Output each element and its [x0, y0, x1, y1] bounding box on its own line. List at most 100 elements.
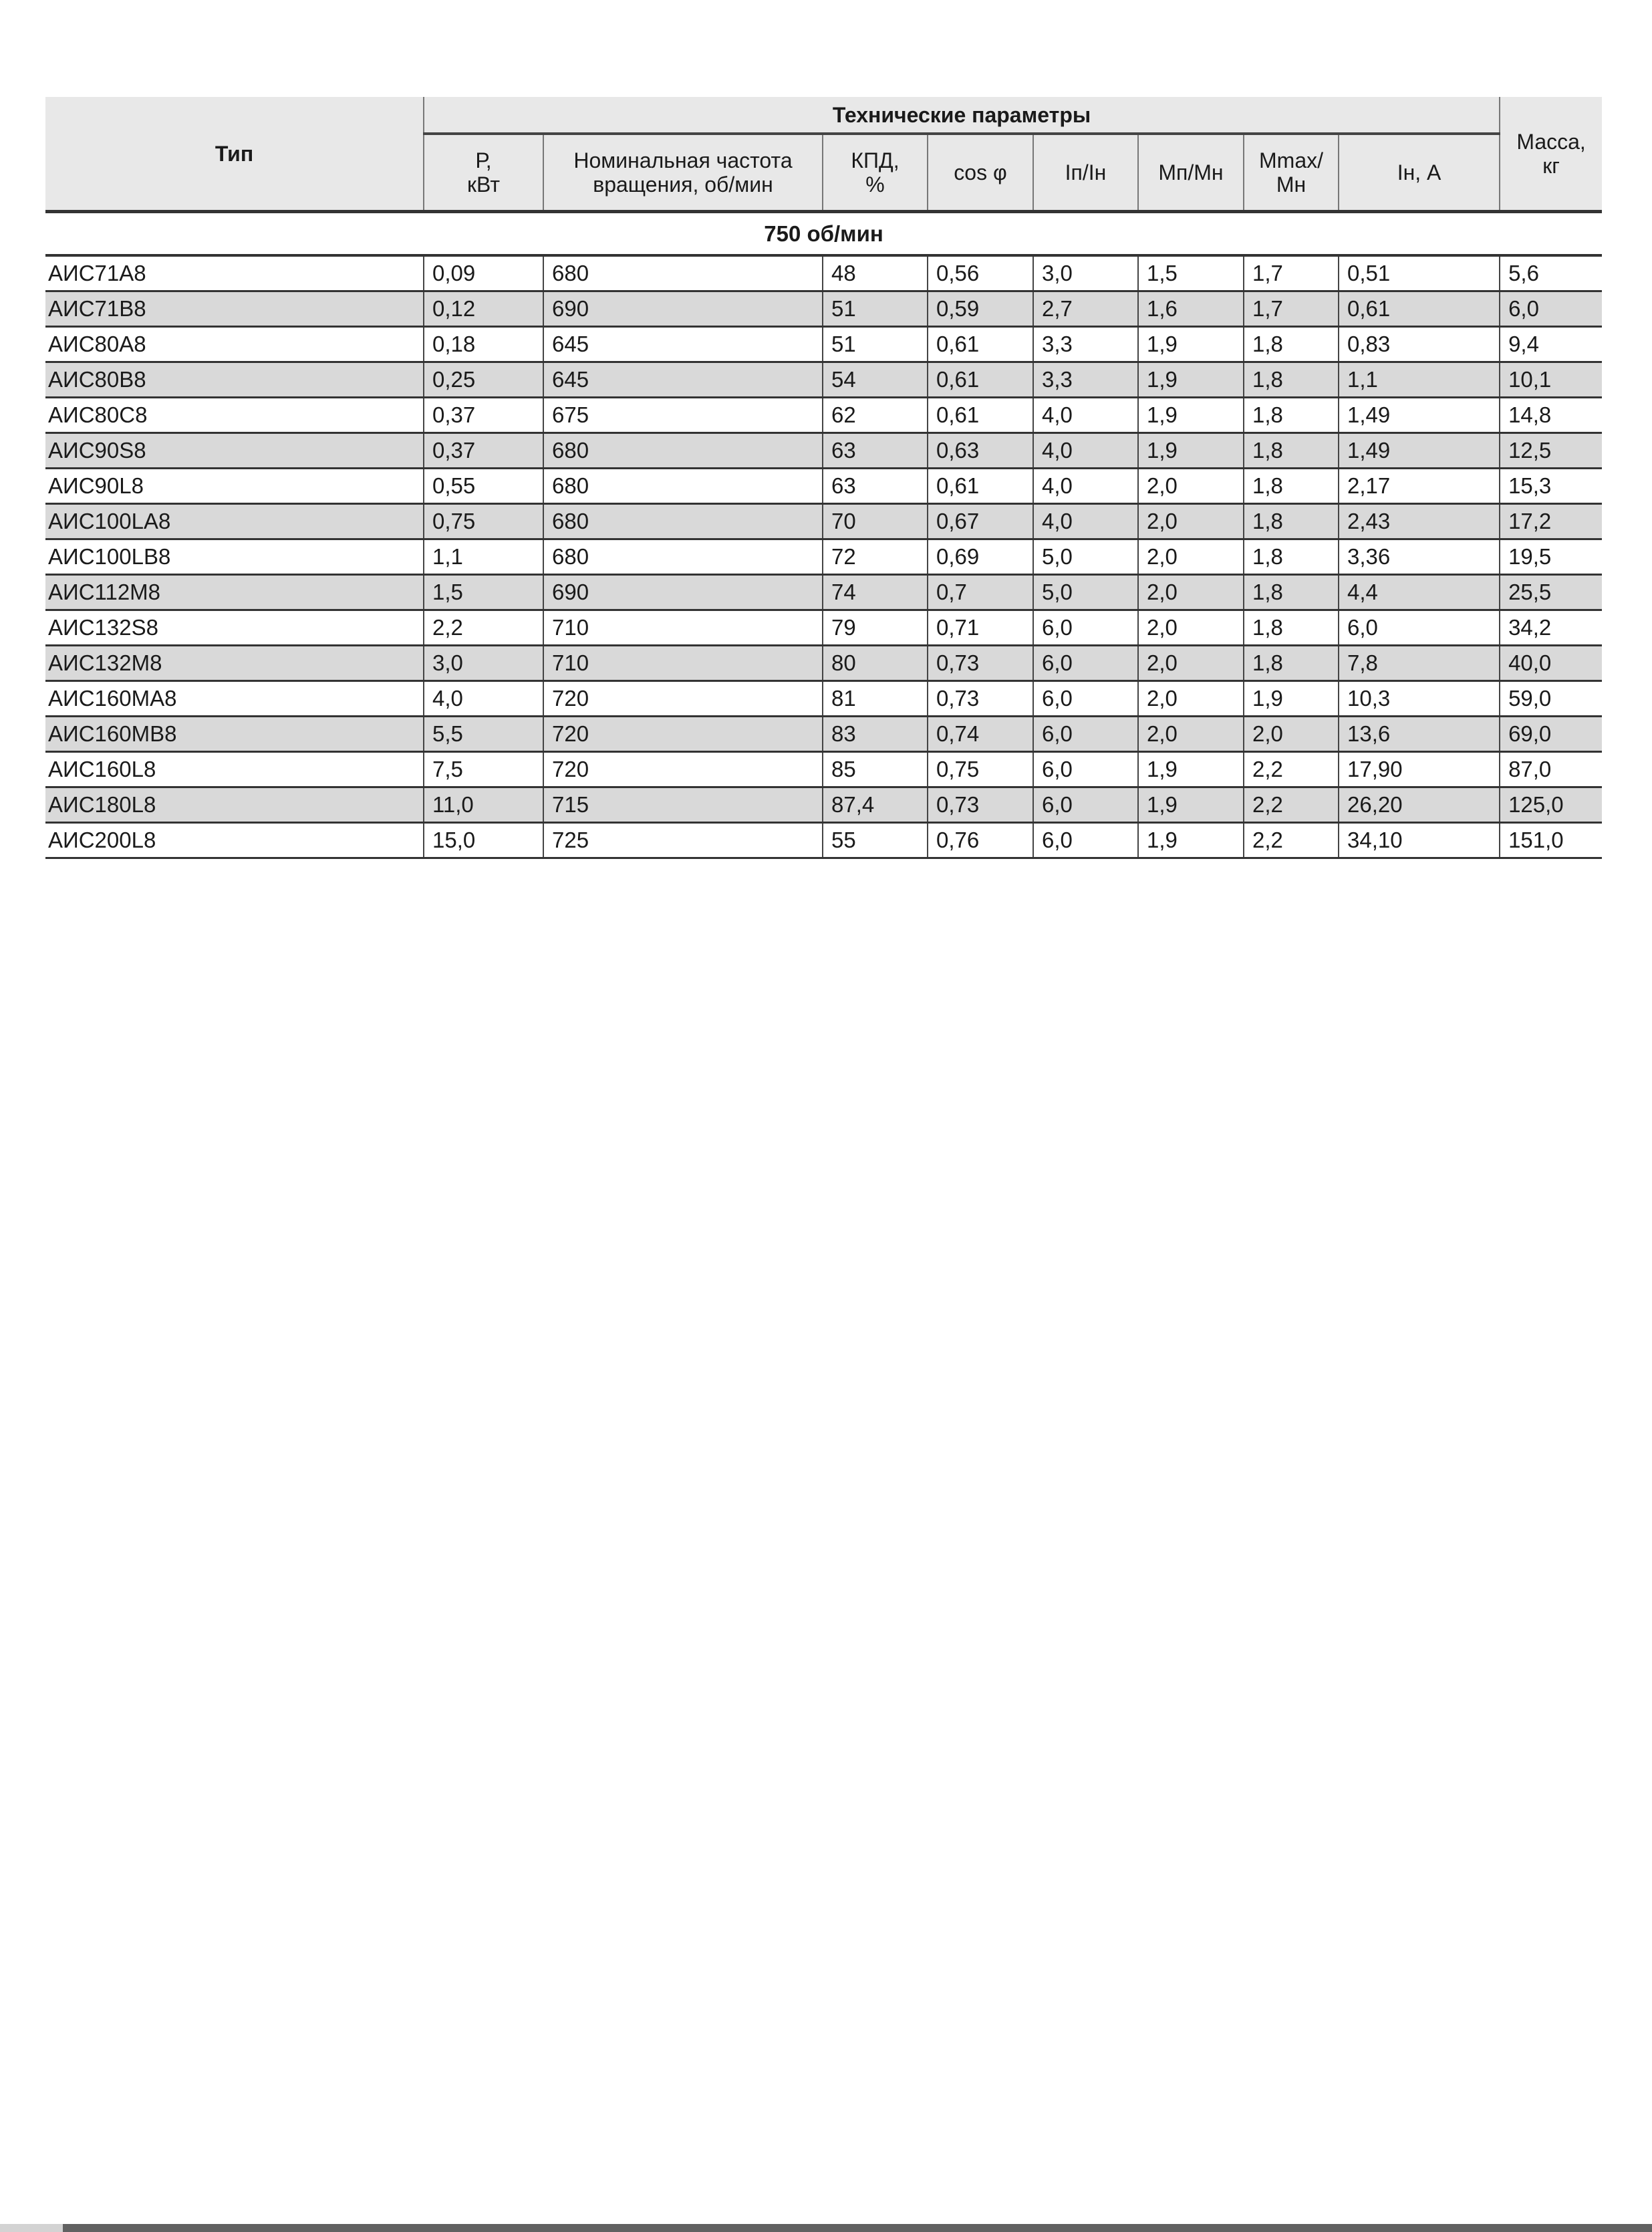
value-cell: 51	[822, 291, 928, 328]
value-cell: 710	[543, 645, 823, 682]
value-cell: 0,61	[927, 362, 1033, 398]
value-cell: 2,2	[1243, 822, 1339, 859]
value-cell: 40,0	[1499, 645, 1603, 682]
value-cell: 2,0	[1137, 574, 1244, 611]
value-cell: 7,5	[423, 751, 543, 788]
value-cell: 0,56	[927, 255, 1033, 292]
value-cell: 1,8	[1243, 326, 1339, 363]
table-row: АИС71В8 0,12 690 51 0,59 2,7 1,6 1,7 0,61 6,0	[45, 291, 1603, 328]
value-cell: 62	[822, 397, 928, 434]
value-cell: 6,0	[1032, 610, 1138, 646]
value-cell: 79	[822, 610, 928, 646]
value-cell: 0,59	[927, 291, 1033, 328]
value-cell: 680	[543, 503, 823, 540]
value-cell: 0,63	[927, 432, 1033, 469]
value-cell: 48	[822, 255, 928, 292]
motor-type-cell: АИС80С8	[45, 397, 424, 434]
motor-type-cell: АИС200L8	[45, 822, 424, 859]
value-cell: 0,75	[423, 503, 543, 540]
value-cell: 1,8	[1243, 539, 1339, 576]
value-cell: 6,0	[1032, 645, 1138, 682]
value-cell: 0,61	[927, 468, 1033, 505]
value-cell: 0,51	[1337, 255, 1500, 292]
value-cell: 4,4	[1337, 574, 1500, 611]
value-cell: 1,9	[1137, 822, 1244, 859]
value-cell: 69,0	[1499, 716, 1603, 753]
specs-table: Тип Технические параметры Масса, кг Р, к…	[45, 97, 1603, 859]
value-cell: 0,71	[927, 610, 1033, 646]
value-cell: 2,7	[1032, 291, 1138, 328]
footer-bar-dark	[63, 2224, 1652, 2232]
value-cell: 0,69	[927, 539, 1033, 576]
table-row: АИС160L8 7,5 720 85 0,75 6,0 1,9 2,2 17,90 87,0	[45, 751, 1603, 788]
value-cell: 680	[543, 432, 823, 469]
value-cell: 1,8	[1243, 468, 1339, 505]
value-cell: 63	[822, 468, 928, 505]
value-cell: 0,25	[423, 362, 543, 398]
value-cell: 12,5	[1499, 432, 1603, 469]
value-cell: 645	[543, 362, 823, 398]
header-column: Мп/Мн	[1137, 134, 1244, 212]
value-cell: 5,0	[1032, 539, 1138, 576]
value-cell: 680	[543, 539, 823, 576]
value-cell: 13,6	[1337, 716, 1500, 753]
value-cell: 9,4	[1499, 326, 1603, 363]
value-cell: 11,0	[423, 787, 543, 824]
value-cell: 3,3	[1032, 362, 1138, 398]
table-row: АИС80А8 0,18 645 51 0,61 3,3 1,9 1,8 0,83 9,4	[45, 326, 1603, 363]
header-column: КПД, %	[822, 134, 928, 212]
value-cell: 34,10	[1337, 822, 1500, 859]
value-cell: 0,12	[423, 291, 543, 328]
motor-type-cell: АИС80А8	[45, 326, 424, 363]
value-cell: 63	[822, 432, 928, 469]
value-cell: 1,9	[1137, 362, 1244, 398]
value-cell: 1,9	[1137, 751, 1244, 788]
table-row: АИС90S8 0,37 680 63 0,63 4,0 1,9 1,8 1,49 12,5	[45, 432, 1603, 469]
value-cell: 81	[822, 680, 928, 717]
motor-type-cell: АИС180L8	[45, 787, 424, 824]
value-cell: 55	[822, 822, 928, 859]
header-type: Тип	[45, 97, 424, 212]
value-cell: 17,2	[1499, 503, 1603, 540]
value-cell: 1,5	[1137, 255, 1244, 292]
table-row: АИС80В8 0,25 645 54 0,61 3,3 1,9 1,8 1,1 10,1	[45, 362, 1603, 398]
value-cell: 6,0	[1032, 716, 1138, 753]
value-cell: 125,0	[1499, 787, 1603, 824]
value-cell: 2,17	[1337, 468, 1500, 505]
value-cell: 645	[543, 326, 823, 363]
value-cell: 0,73	[927, 645, 1033, 682]
value-cell: 1,9	[1243, 680, 1339, 717]
value-cell: 5,0	[1032, 574, 1138, 611]
value-cell: 6,0	[1032, 680, 1138, 717]
value-cell: 2,0	[1137, 645, 1244, 682]
value-cell: 0,61	[927, 326, 1033, 363]
value-cell: 2,0	[1137, 716, 1244, 753]
value-cell: 0,75	[927, 751, 1033, 788]
value-cell: 14,8	[1499, 397, 1603, 434]
value-cell: 10,1	[1499, 362, 1603, 398]
header-column: Iп/Iн	[1032, 134, 1138, 212]
motor-type-cell: АИС160МВ8	[45, 716, 424, 753]
table-row: АИС100LA8 0,75 680 70 0,67 4,0 2,0 1,8 2,43 17,2	[45, 503, 1603, 540]
value-cell: 1,49	[1337, 432, 1500, 469]
value-cell: 2,0	[1137, 503, 1244, 540]
value-cell: 0,67	[927, 503, 1033, 540]
section-title: 750 об/мин	[45, 211, 1603, 257]
value-cell: 3,36	[1337, 539, 1500, 576]
value-cell: 74	[822, 574, 928, 611]
value-cell: 2,0	[1137, 610, 1244, 646]
value-cell: 0,7	[927, 574, 1033, 611]
motor-type-cell: АИС90L8	[45, 468, 424, 505]
header-column: Р, кВт	[423, 134, 543, 212]
value-cell: 0,55	[423, 468, 543, 505]
value-cell: 17,90	[1337, 751, 1500, 788]
value-cell: 0,09	[423, 255, 543, 292]
value-cell: 1,9	[1137, 326, 1244, 363]
header-column: Mmax/ Мн	[1243, 134, 1339, 212]
value-cell: 1,1	[1337, 362, 1500, 398]
value-cell: 70	[822, 503, 928, 540]
value-cell: 2,0	[1137, 680, 1244, 717]
table-header: Тип Технические параметры Масса, кг Р, к…	[45, 97, 1603, 212]
table-row: АИС180L8 11,0 715 87,4 0,73 6,0 1,9 2,2 26,20 125…	[45, 787, 1603, 824]
header-group-technical: Технические параметры	[422, 97, 1500, 135]
